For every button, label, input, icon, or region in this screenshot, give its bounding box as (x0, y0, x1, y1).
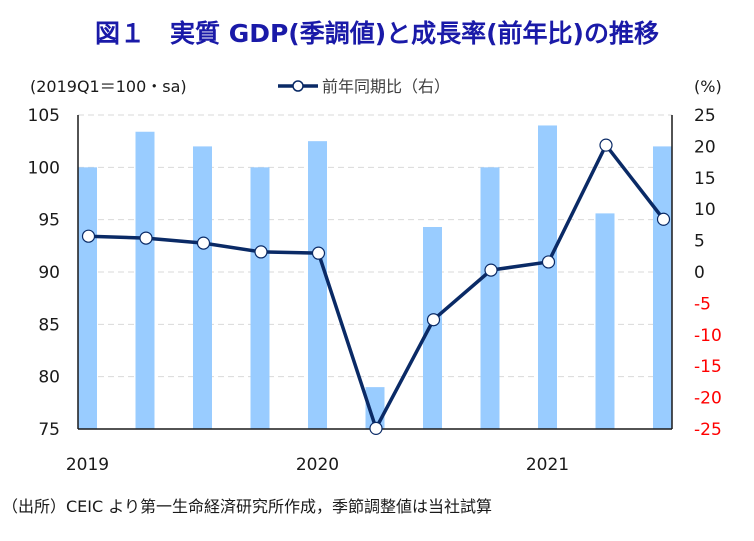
right-tick-label: -25 (694, 420, 722, 440)
right-tick-label: 25 (694, 106, 716, 126)
right-axis-ticks: 25 20 15 10 5 0 -5 -10 -15 -20 -25 (694, 106, 722, 440)
right-tick-label: -15 (694, 357, 722, 377)
right-tick-label: -5 (694, 294, 711, 314)
right-tick-label: -10 (694, 326, 722, 346)
bar (423, 226, 442, 429)
line-marker (311, 246, 326, 260)
line-marker (541, 255, 556, 269)
bar (135, 131, 155, 429)
line-marker (484, 263, 498, 277)
x-tick-label: 2020 (296, 455, 339, 475)
line-series (81, 138, 671, 435)
right-axis-label: (%) (694, 77, 722, 96)
source-note: （出所）CEIC より第一生命経済研究所作成，季節調整値は当社試算 (2, 497, 492, 516)
left-tick-label: 105 (28, 106, 60, 126)
left-axis-ticks: 105 100 95 90 85 80 75 (28, 106, 60, 440)
bar (480, 167, 500, 430)
left-tick-label: 85 (38, 315, 60, 335)
line-marker (599, 138, 613, 152)
line-marker (369, 421, 383, 435)
chart-title: 図１ 実質 GDP(季調値)と成長率(前年比)の推移 (95, 19, 659, 48)
left-tick-label: 90 (38, 263, 60, 283)
line-marker (139, 231, 153, 245)
left-tick-label: 100 (28, 158, 60, 178)
bar (250, 167, 270, 430)
right-tick-label: 10 (694, 200, 716, 220)
line-marker (196, 236, 211, 250)
bar-series (78, 125, 672, 430)
right-tick-label: 20 (694, 137, 716, 157)
bar (538, 125, 557, 429)
left-tick-label: 75 (38, 420, 60, 440)
left-tick-label: 95 (38, 211, 60, 231)
right-tick-label: 0 (694, 263, 705, 283)
right-tick-label: 15 (694, 169, 716, 189)
growth-line (88, 143, 665, 431)
legend-marker-swatch (292, 80, 304, 92)
line-marker (81, 229, 96, 243)
bar (595, 213, 615, 429)
right-tick-label: 5 (694, 232, 705, 252)
right-tick-label: -20 (694, 389, 722, 409)
legend: 前年同期比（右） (278, 77, 450, 96)
bar (78, 167, 97, 430)
legend-label: 前年同期比（右） (322, 77, 450, 96)
gridlines (78, 114, 672, 378)
line-marker (426, 313, 441, 327)
x-axis-ticks: 2019 2020 2021 (66, 455, 569, 475)
left-tick-label: 80 (38, 368, 60, 388)
line-marker (254, 245, 268, 259)
bar (653, 146, 672, 429)
bar (193, 146, 212, 429)
line-marker (656, 212, 671, 226)
left-axis-label: (2019Q1＝100・sa) (30, 77, 187, 96)
bar (308, 141, 327, 429)
x-tick-label: 2021 (526, 455, 569, 475)
x-tick-label: 2019 (66, 455, 109, 475)
